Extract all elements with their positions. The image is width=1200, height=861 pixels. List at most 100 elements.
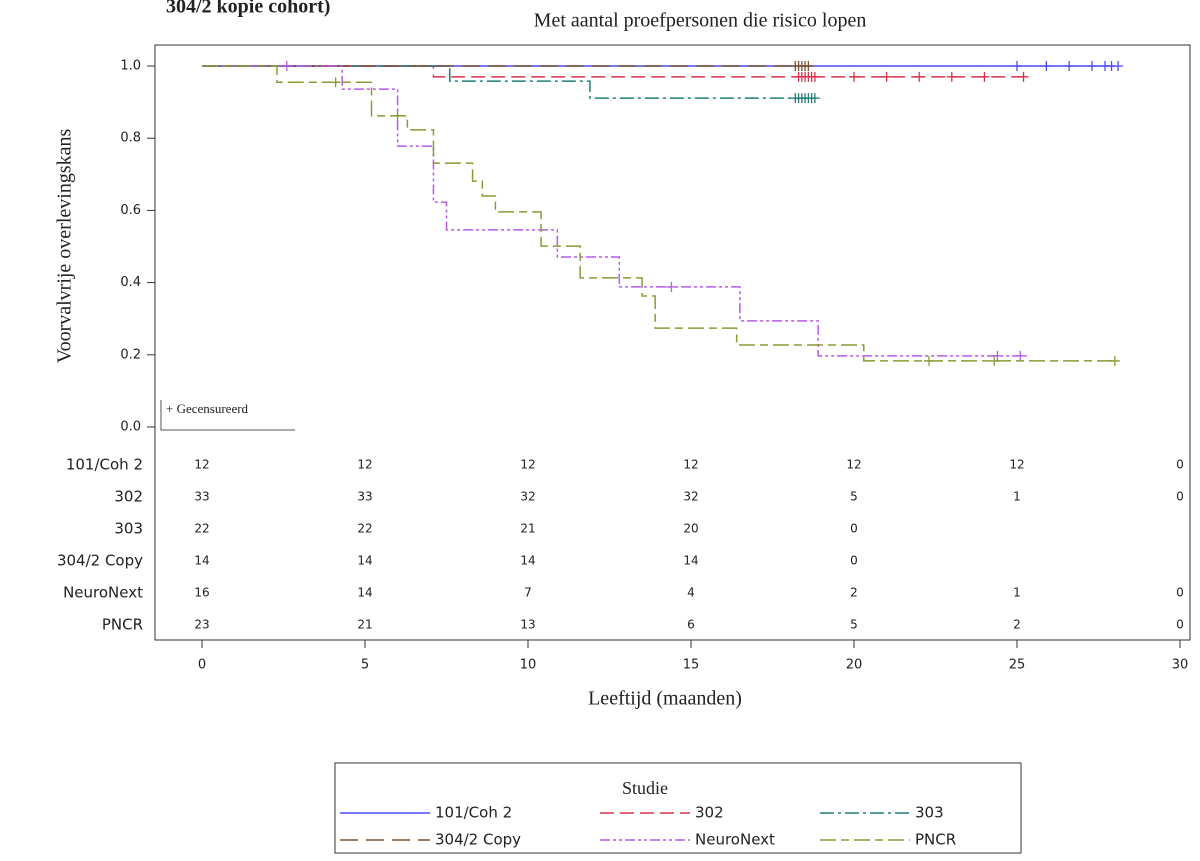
risk-count: 14 xyxy=(357,586,372,600)
risk-count: 0 xyxy=(1176,586,1184,600)
risk-count: 14 xyxy=(357,554,372,568)
risk-count: 1 xyxy=(1013,490,1021,504)
risk-row-label: 304/2 Copy xyxy=(57,552,143,570)
risk-row-label: 303 xyxy=(114,520,143,538)
survival-curve xyxy=(202,65,1031,78)
legend-title: Studie xyxy=(622,778,668,798)
risk-row-label: PNCR xyxy=(102,616,143,634)
risk-count: 4 xyxy=(687,586,695,600)
legend-label: PNCR xyxy=(915,831,956,849)
risk-count: 32 xyxy=(683,490,698,504)
censor-mark xyxy=(666,281,677,292)
risk-count: 32 xyxy=(520,490,535,504)
y-tick-label: 0.8 xyxy=(120,131,141,146)
risk-count: 0 xyxy=(1176,490,1184,504)
censor-legend-box xyxy=(160,400,295,431)
plot-frame xyxy=(154,44,1191,641)
subtitle: Met aantal proefpersonen die risico lope… xyxy=(534,10,867,32)
legend-label: 304/2 Copy xyxy=(435,831,521,849)
heading-fragment: 304/2 kopie cohort) xyxy=(166,0,330,18)
y-axis-label: Voorvalvrije overlevingskans xyxy=(54,129,76,364)
censor-mark xyxy=(992,350,1003,361)
x-tick-label: 25 xyxy=(1009,658,1026,673)
x-axis-label: Leeftijd (maanden) xyxy=(588,688,742,710)
x-tick-label: 0 xyxy=(198,658,206,673)
censor-mark xyxy=(1012,61,1022,71)
x-tick-label: 10 xyxy=(520,658,537,673)
risk-count: 12 xyxy=(520,458,535,472)
legend-label: 302 xyxy=(695,804,724,822)
censor-mark xyxy=(914,71,925,82)
censor-mark xyxy=(989,355,1000,366)
y-tick-label: 1.0 xyxy=(120,59,141,74)
risk-count: 23 xyxy=(194,618,209,632)
survival-curve xyxy=(202,65,1027,357)
x-tick-label: 15 xyxy=(683,658,700,673)
censor-mark xyxy=(281,61,292,71)
risk-count: 1 xyxy=(1013,586,1021,600)
risk-count: 6 xyxy=(687,618,695,632)
risk-count: 0 xyxy=(1176,618,1184,632)
risk-count: 21 xyxy=(357,618,372,632)
risk-count: 22 xyxy=(357,522,372,536)
risk-count: 0 xyxy=(1176,458,1184,472)
y-tick-label: 0.6 xyxy=(120,203,141,218)
censor-mark xyxy=(809,71,820,82)
y-tick-label: 0.2 xyxy=(120,347,141,362)
risk-count: 14 xyxy=(194,554,209,568)
censor-mark xyxy=(1041,61,1052,71)
censor-mark xyxy=(392,110,403,121)
risk-count: 0 xyxy=(850,554,858,568)
x-tick-label: 20 xyxy=(846,658,863,673)
x-tick-label: 5 xyxy=(361,658,369,673)
legend-label: 101/Coh 2 xyxy=(435,804,512,822)
censor-mark xyxy=(330,77,341,88)
censor-mark xyxy=(1109,355,1120,366)
censor-mark xyxy=(849,71,859,82)
risk-row-label: 302 xyxy=(114,488,143,506)
risk-count: 12 xyxy=(194,458,209,472)
y-tick-label: 0.4 xyxy=(120,275,141,290)
censor-mark xyxy=(923,355,934,366)
risk-count: 5 xyxy=(850,490,858,504)
risk-row-label: 101/Coh 2 xyxy=(66,456,143,474)
censor-mark xyxy=(1113,61,1124,71)
risk-count: 7 xyxy=(524,586,532,600)
censor-legend: + Gecensureerd xyxy=(166,401,249,416)
legend-label: NeuroNext xyxy=(695,831,775,849)
censor-mark xyxy=(1086,61,1097,71)
censor-mark xyxy=(809,93,820,104)
risk-count: 0 xyxy=(850,522,858,536)
risk-count: 14 xyxy=(683,554,698,568)
censor-mark xyxy=(803,61,814,71)
risk-count: 2 xyxy=(1013,618,1021,632)
risk-count: 12 xyxy=(357,458,372,472)
legend-label: 303 xyxy=(915,804,944,822)
risk-count: 22 xyxy=(194,522,209,536)
risk-row-label: NeuroNext xyxy=(63,584,143,602)
legend-box xyxy=(334,762,1022,854)
risk-count: 21 xyxy=(520,522,535,536)
risk-count: 33 xyxy=(194,490,209,504)
risk-count: 5 xyxy=(850,618,858,632)
censor-mark xyxy=(946,71,957,82)
risk-count: 20 xyxy=(683,522,698,536)
censor-mark xyxy=(1064,61,1075,71)
risk-count: 14 xyxy=(520,554,535,568)
censor-mark xyxy=(881,71,892,82)
risk-count: 12 xyxy=(683,458,698,472)
censor-mark xyxy=(1015,350,1026,361)
survival-curve xyxy=(202,65,815,99)
risk-count: 33 xyxy=(357,490,372,504)
risk-count: 12 xyxy=(1009,458,1024,472)
survival-curve xyxy=(202,65,1115,362)
risk-count: 16 xyxy=(194,586,209,600)
risk-count: 2 xyxy=(850,586,858,600)
censor-mark xyxy=(979,71,990,82)
x-tick-label: 30 xyxy=(1172,658,1189,673)
censor-mark xyxy=(1018,71,1029,82)
y-tick-label: 0.0 xyxy=(120,420,141,435)
risk-count: 12 xyxy=(846,458,861,472)
